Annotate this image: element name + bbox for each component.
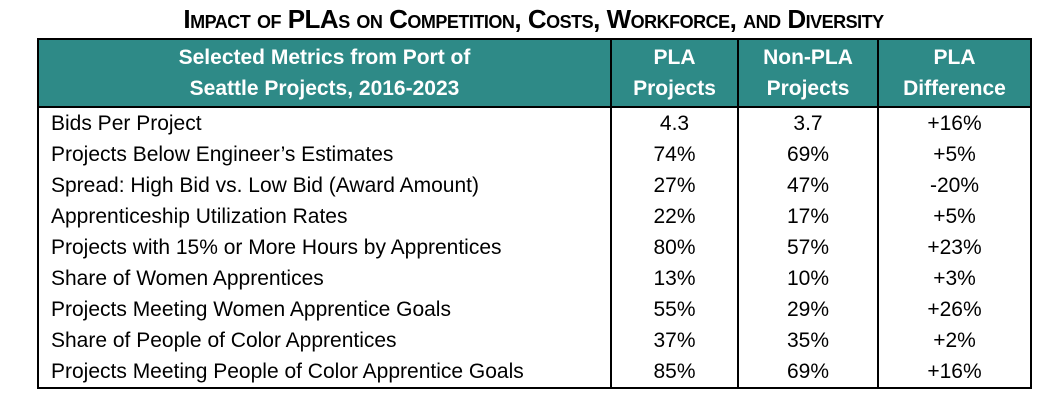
value-cell: 55%: [610, 294, 738, 325]
header-non-pla-projects: Non-PLA Projects: [737, 39, 878, 108]
value-cell: 85%: [610, 356, 738, 388]
value-cell: 69%: [737, 356, 878, 388]
value-cell: 57%: [737, 232, 878, 263]
table-row: Bids Per Project 4.3 3.7 +16%: [38, 107, 1031, 139]
header-pla-difference: PLA Difference: [877, 39, 1031, 108]
chart-title: Impact of PLAs on Competition, Costs, Wo…: [183, 4, 884, 34]
value-cell: 22%: [610, 201, 738, 232]
metric-cell: Spread: High Bid vs. Low Bid (Award Amou…: [51, 174, 479, 197]
value-cell: 35%: [737, 325, 878, 356]
value-cell: 10%: [737, 263, 878, 294]
table-row: Projects Below Engineer’s Estimates 74% 69…: [38, 139, 1031, 170]
metric-cell: Projects Meeting Women Apprentice Goals: [51, 298, 451, 321]
value-cell: 4.3: [610, 107, 738, 139]
metric-cell: Share of Women Apprentices: [51, 267, 324, 290]
value-cell: +26%: [877, 294, 1031, 325]
value-cell: +5%: [877, 201, 1031, 232]
table-row: Apprenticeship Utilization Rates 22% 17% +5…: [38, 201, 1031, 232]
metric-cell: Bids Per Project: [51, 112, 202, 135]
value-cell: 74%: [610, 139, 738, 170]
value-cell: +23%: [877, 232, 1031, 263]
table-body: Bids Per Project 4.3 3.7 +16% Projects Below…: [38, 107, 1031, 388]
metric-cell: Apprenticeship Utilization Rates: [51, 205, 348, 228]
table-row: Projects with 15% or More Hours by Appre…: [38, 232, 1031, 263]
table-row: Share of People of Color Apprentices 37% 3…: [38, 325, 1031, 356]
value-cell: 69%: [737, 139, 878, 170]
metric-cell: Projects with 15% or More Hours by Appre…: [51, 236, 502, 259]
value-cell: 3.7: [737, 107, 878, 139]
header-pla-projects: PLA Projects: [610, 39, 738, 108]
table-row: Share of Women Apprentices 13% 10% +3%: [38, 263, 1031, 294]
value-cell: +3%: [877, 263, 1031, 294]
table-header: Selected Metrics from Port of Seattle Pr…: [38, 39, 1031, 108]
value-cell: 80%: [610, 232, 738, 263]
header-metric: Selected Metrics from Port of Seattle Pr…: [38, 39, 611, 108]
table-row: Projects Meeting Women Apprentice Goals 5…: [38, 294, 1031, 325]
table-row: Projects Meeting People of Color Apprent…: [38, 356, 1031, 388]
value-cell: 17%: [737, 201, 878, 232]
value-cell: 29%: [737, 294, 878, 325]
metric-cell: Projects Below Engineer’s Estimates: [51, 143, 394, 166]
metric-cell: Projects Meeting People of Color Apprent…: [51, 360, 524, 383]
value-cell: 27%: [610, 170, 738, 201]
metric-cell: Share of People of Color Apprentices: [51, 329, 397, 352]
value-cell: +16%: [877, 356, 1031, 388]
value-cell: +2%: [877, 325, 1031, 356]
value-cell: 37%: [610, 325, 738, 356]
header-row: Selected Metrics from Port of Seattle Pr…: [38, 39, 1031, 108]
value-cell: -20%: [877, 170, 1031, 201]
value-cell: +5%: [877, 139, 1031, 170]
table-row: Spread: High Bid vs. Low Bid (Award Amou…: [38, 170, 1031, 201]
value-cell: 47%: [737, 170, 878, 201]
pla-metrics-table: Selected Metrics from Port of Seattle Pr…: [37, 38, 1032, 389]
value-cell: +16%: [877, 107, 1031, 139]
value-cell: 13%: [610, 263, 738, 294]
